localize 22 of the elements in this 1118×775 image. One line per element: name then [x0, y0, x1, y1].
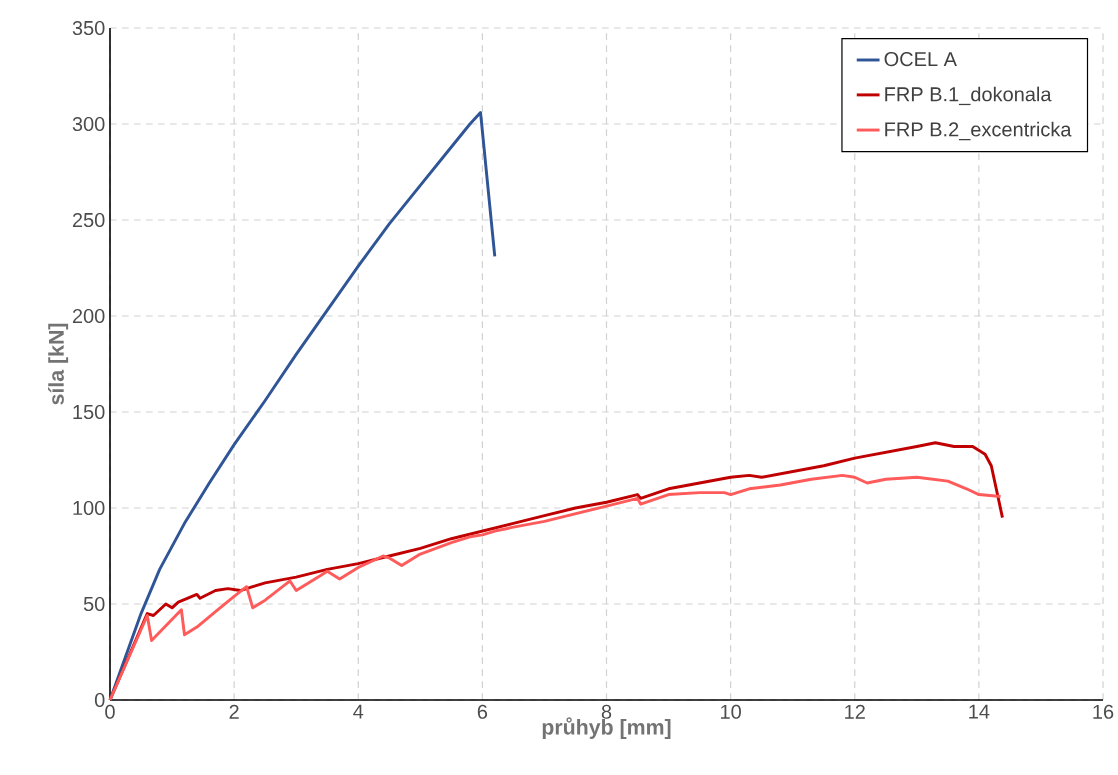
y-tick-label: 350 [72, 20, 105, 36]
legend-label: FRP B.1_dokonala [885, 86, 1052, 106]
y-tick-label: 0 [94, 692, 105, 708]
y-tick-label: 150 [73, 404, 105, 420]
y-tick-label: 300 [72, 116, 105, 132]
y-axis-title: síla [kN] [48, 323, 69, 405]
x-tick-label: 16 [1093, 704, 1114, 719]
x-axis-title: průhyb [mm] [542, 717, 671, 739]
x-tick-label: 10 [721, 704, 741, 719]
x-tick-label: 2 [229, 704, 239, 719]
x-tick-label: 0 [105, 704, 115, 719]
x-tick-label: 14 [969, 704, 990, 719]
x-tick-label: 8 [601, 704, 612, 719]
x-tick-label: 6 [477, 704, 488, 719]
x-tick-label: 4 [353, 704, 364, 719]
y-tick-label: 100 [73, 500, 105, 516]
legend-label: FRP B.2_excentricka [885, 121, 1072, 141]
y-tick-label: 200 [72, 308, 105, 324]
y-tick-label: 50 [83, 596, 105, 612]
x-tick-label: 12 [845, 704, 865, 719]
y-tick-label: 250 [72, 212, 105, 228]
legend-label: OCEL A [884, 52, 957, 67]
